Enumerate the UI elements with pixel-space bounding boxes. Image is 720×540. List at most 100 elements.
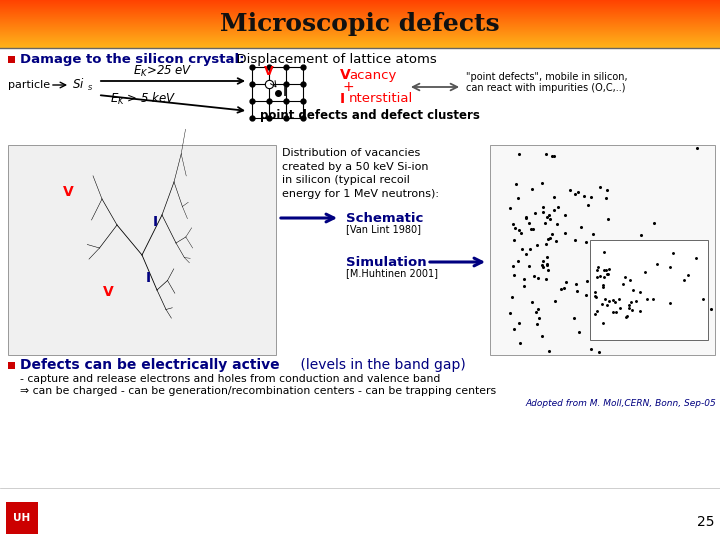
Point bbox=[558, 284, 570, 293]
Point bbox=[540, 239, 552, 248]
Point bbox=[542, 266, 554, 274]
Bar bbox=[0, 43, 720, 44]
Text: Displacement of lattice atoms: Displacement of lattice atoms bbox=[228, 52, 437, 65]
Point bbox=[559, 229, 571, 238]
Bar bbox=[590, 240, 708, 340]
Text: I: I bbox=[145, 271, 150, 285]
Point bbox=[536, 179, 548, 187]
Bar bbox=[0, 25, 720, 26]
Point bbox=[505, 292, 517, 301]
Bar bbox=[0, 2, 720, 3]
Point bbox=[536, 261, 548, 270]
Point bbox=[537, 263, 549, 272]
Bar bbox=[0, 6, 720, 7]
Point bbox=[678, 275, 690, 284]
Point bbox=[513, 150, 524, 159]
Bar bbox=[0, 24, 720, 25]
Point bbox=[520, 250, 531, 259]
Point bbox=[608, 270, 619, 279]
Bar bbox=[0, 15, 720, 16]
Point bbox=[591, 307, 603, 315]
Point bbox=[635, 231, 647, 239]
Point bbox=[581, 277, 593, 286]
Text: Defects can be electrically active: Defects can be electrically active bbox=[20, 358, 279, 372]
Point bbox=[600, 300, 612, 309]
Point bbox=[664, 299, 675, 308]
Point bbox=[602, 214, 613, 223]
Point bbox=[683, 271, 694, 279]
Point bbox=[620, 313, 631, 322]
Text: acancy: acancy bbox=[349, 69, 397, 82]
Text: I: I bbox=[340, 92, 345, 106]
Point bbox=[555, 285, 567, 293]
Bar bbox=[0, 28, 720, 29]
Point bbox=[595, 325, 606, 334]
Point bbox=[514, 338, 526, 347]
Point bbox=[549, 193, 560, 201]
Point bbox=[569, 314, 580, 323]
Point bbox=[549, 297, 560, 306]
Bar bbox=[0, 27, 720, 28]
Point bbox=[582, 201, 594, 210]
Bar bbox=[0, 44, 720, 45]
Bar bbox=[0, 22, 720, 23]
Point bbox=[598, 280, 609, 289]
Text: $_S$: $_S$ bbox=[87, 83, 93, 93]
Point bbox=[549, 151, 560, 160]
Point bbox=[613, 319, 625, 328]
Point bbox=[634, 288, 646, 296]
Point bbox=[532, 274, 544, 282]
Text: I: I bbox=[153, 215, 158, 229]
Point bbox=[538, 202, 549, 211]
Point bbox=[624, 301, 635, 309]
Point bbox=[538, 207, 549, 216]
Point bbox=[509, 271, 521, 280]
Bar bbox=[0, 3, 720, 4]
Point bbox=[531, 307, 542, 316]
Point bbox=[603, 270, 614, 279]
Point bbox=[652, 260, 663, 268]
Bar bbox=[0, 38, 720, 39]
Point bbox=[508, 219, 519, 228]
Point bbox=[598, 283, 609, 292]
Bar bbox=[0, 13, 720, 14]
Point bbox=[533, 314, 544, 322]
Point bbox=[697, 295, 708, 303]
Bar bbox=[0, 10, 720, 11]
Bar bbox=[0, 29, 720, 30]
Text: $E_K$ > 5 keV: $E_K$ > 5 keV bbox=[110, 91, 176, 107]
Point bbox=[546, 229, 557, 238]
Text: $Si$: $Si$ bbox=[72, 77, 85, 91]
Point bbox=[518, 274, 529, 283]
Point bbox=[504, 204, 516, 213]
Point bbox=[508, 262, 519, 271]
Bar bbox=[0, 41, 720, 42]
Text: UH: UH bbox=[14, 513, 31, 523]
Bar bbox=[8, 56, 15, 63]
Point bbox=[611, 307, 622, 316]
Point bbox=[532, 305, 544, 314]
Bar bbox=[0, 47, 720, 48]
Point bbox=[600, 321, 611, 329]
Point bbox=[540, 150, 552, 158]
Point bbox=[580, 291, 592, 300]
Point bbox=[591, 273, 603, 282]
Point bbox=[560, 277, 572, 286]
Text: "point defects", mobile in silicon,: "point defects", mobile in silicon, bbox=[466, 72, 628, 82]
Point bbox=[590, 292, 601, 300]
Point bbox=[665, 263, 676, 272]
Point bbox=[559, 211, 571, 219]
Point bbox=[672, 290, 684, 299]
Point bbox=[569, 236, 580, 245]
Bar bbox=[8, 361, 15, 368]
Bar bbox=[0, 7, 720, 8]
Point bbox=[597, 300, 608, 309]
Point bbox=[578, 192, 590, 200]
Text: Damage to the silicon crystal:: Damage to the silicon crystal: bbox=[20, 52, 245, 65]
Point bbox=[543, 347, 554, 355]
Point bbox=[595, 183, 606, 192]
Point bbox=[585, 193, 597, 201]
Point bbox=[580, 238, 592, 246]
Point bbox=[546, 151, 557, 160]
Bar bbox=[0, 14, 720, 15]
